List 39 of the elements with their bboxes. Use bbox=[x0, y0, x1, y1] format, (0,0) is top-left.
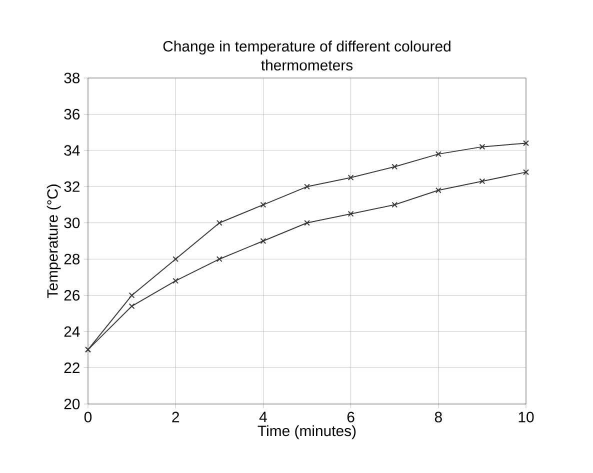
point bbox=[392, 202, 398, 208]
point bbox=[260, 238, 266, 244]
x-tick-label: 4 bbox=[259, 412, 267, 422]
point bbox=[479, 144, 486, 150]
point bbox=[216, 256, 222, 262]
x-tick-label: 8 bbox=[434, 412, 442, 422]
y-axis-title: Temperature (°C) bbox=[46, 184, 61, 298]
point bbox=[216, 220, 222, 226]
point bbox=[172, 256, 179, 262]
point bbox=[348, 210, 354, 217]
y-tick-label: 22 bbox=[64, 362, 80, 373]
point bbox=[304, 220, 310, 226]
point bbox=[523, 140, 529, 146]
y-tick-label: 26 bbox=[64, 290, 80, 301]
point bbox=[304, 184, 310, 190]
point bbox=[172, 278, 179, 284]
y-tick-label: 28 bbox=[64, 254, 80, 264]
point bbox=[392, 164, 398, 170]
point bbox=[128, 303, 135, 310]
y-tick-label: 20 bbox=[64, 398, 80, 410]
x-axis-title: Time (minutes) bbox=[258, 425, 356, 440]
point bbox=[479, 178, 486, 184]
y-tick-label: 34 bbox=[64, 145, 80, 156]
point bbox=[260, 202, 266, 208]
point bbox=[348, 174, 354, 181]
y-tick-label: 36 bbox=[64, 108, 80, 120]
y-tick-label: 24 bbox=[64, 326, 80, 337]
point bbox=[128, 292, 135, 298]
point bbox=[523, 169, 529, 176]
point bbox=[435, 151, 442, 158]
chart-title: Change in temperature of different coloured thermometers bbox=[163, 40, 450, 70]
y-tick-label: 38 bbox=[64, 72, 80, 84]
y-tick-label: 32 bbox=[64, 181, 80, 192]
y-tick-label: 30 bbox=[64, 218, 80, 228]
x-tick-label: 2 bbox=[172, 412, 180, 422]
x-tick-label: 0 bbox=[84, 412, 92, 422]
x-tick-label: 6 bbox=[347, 412, 354, 422]
x-tick-label: 10 bbox=[518, 412, 534, 422]
point bbox=[435, 187, 442, 194]
